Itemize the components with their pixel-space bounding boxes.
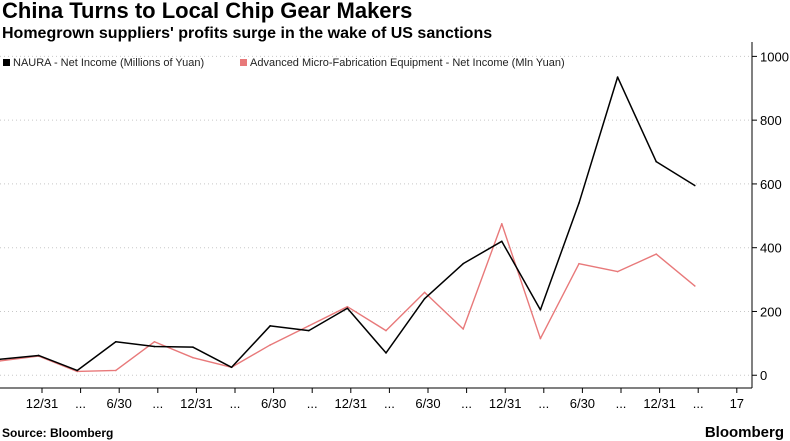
data-point-naura: [539, 309, 542, 311]
data-point-naura: [76, 369, 78, 372]
y-tick-label: 0: [760, 368, 767, 383]
x-tick-label: 6/30: [107, 396, 132, 411]
data-point-amec: [385, 329, 387, 332]
bloomberg-logo: Bloomberg: [704, 424, 784, 441]
data-point-naura: [115, 340, 117, 343]
legend-label-amec: Advanced Micro-Fabrication Equipment - N…: [250, 57, 565, 69]
data-point-amec: [655, 253, 657, 255]
x-tick-label: 12/31: [26, 396, 59, 411]
data-point-naura: [230, 366, 233, 369]
series-line-naura: [0, 76, 696, 372]
data-point-naura: [655, 160, 657, 163]
y-tick-label: 800: [760, 113, 782, 128]
x-tick-label: ...: [230, 396, 241, 411]
legend-label-naura: NAURA - Net Income (Millions of Yuan): [13, 57, 204, 69]
data-point-amec: [0, 360, 1, 362]
data-point-amec: [308, 325, 310, 327]
x-tick-label: 12/31: [335, 396, 368, 411]
data-point-amec: [153, 340, 156, 343]
y-tick-label: 200: [760, 304, 782, 319]
legend-swatch-amec: [240, 59, 247, 66]
x-tick-label: ...: [616, 396, 627, 411]
data-point-naura: [616, 76, 619, 78]
x-tick-label: 12/31: [180, 396, 213, 411]
data-point-naura: [37, 354, 40, 357]
x-tick-label: 6/30: [570, 396, 595, 411]
data-point-amec: [269, 344, 272, 346]
x-tick-label: ...: [75, 396, 86, 411]
data-point-amec: [501, 222, 503, 225]
data-point-amec: [616, 270, 619, 273]
y-tick-label: 600: [760, 177, 782, 192]
data-point-naura: [269, 325, 272, 327]
data-point-naura: [346, 307, 349, 310]
x-tick-label: ...: [307, 396, 318, 411]
data-point-naura: [153, 345, 156, 348]
y-tick-label: 400: [760, 241, 782, 256]
chart-title: China Turns to Local Chip Gear Makers: [2, 0, 413, 23]
x-tick-label: 17: [730, 396, 744, 411]
data-point-naura: [578, 202, 580, 204]
x-tick-label: ...: [461, 396, 472, 411]
chart-subtitle: Homegrown suppliers' profits surge in th…: [2, 25, 493, 42]
data-point-amec: [539, 337, 542, 340]
x-tick-label: ...: [538, 396, 549, 411]
x-tick-label: ...: [384, 396, 395, 411]
source-note: Source: Bloomberg: [2, 426, 114, 440]
legend-swatch-naura: [3, 59, 10, 66]
data-point-amec: [578, 262, 580, 265]
y-tick-label: 1000: [760, 49, 789, 64]
data-point-amec: [346, 305, 349, 308]
data-point-naura: [308, 329, 310, 332]
data-point-naura: [694, 184, 696, 187]
x-tick-label: ...: [693, 396, 704, 411]
data-point-naura: [501, 240, 503, 243]
data-point-amec: [694, 285, 696, 287]
x-tick-label: 6/30: [415, 396, 440, 411]
data-point-amec: [462, 328, 465, 330]
data-point-amec: [192, 356, 194, 359]
x-tick-label: 6/30: [261, 396, 286, 411]
x-tick-label: ...: [152, 396, 163, 411]
data-point-naura: [0, 358, 1, 361]
data-point-naura: [192, 346, 194, 348]
data-point-amec: [423, 291, 426, 294]
data-point-naura: [423, 297, 426, 300]
data-point-naura: [462, 262, 465, 265]
series-line-amec: [0, 223, 696, 373]
x-tick-label: 12/31: [489, 396, 522, 411]
data-point-naura: [385, 352, 387, 354]
data-point-amec: [115, 369, 117, 372]
x-tick-label: 12/31: [643, 396, 676, 411]
